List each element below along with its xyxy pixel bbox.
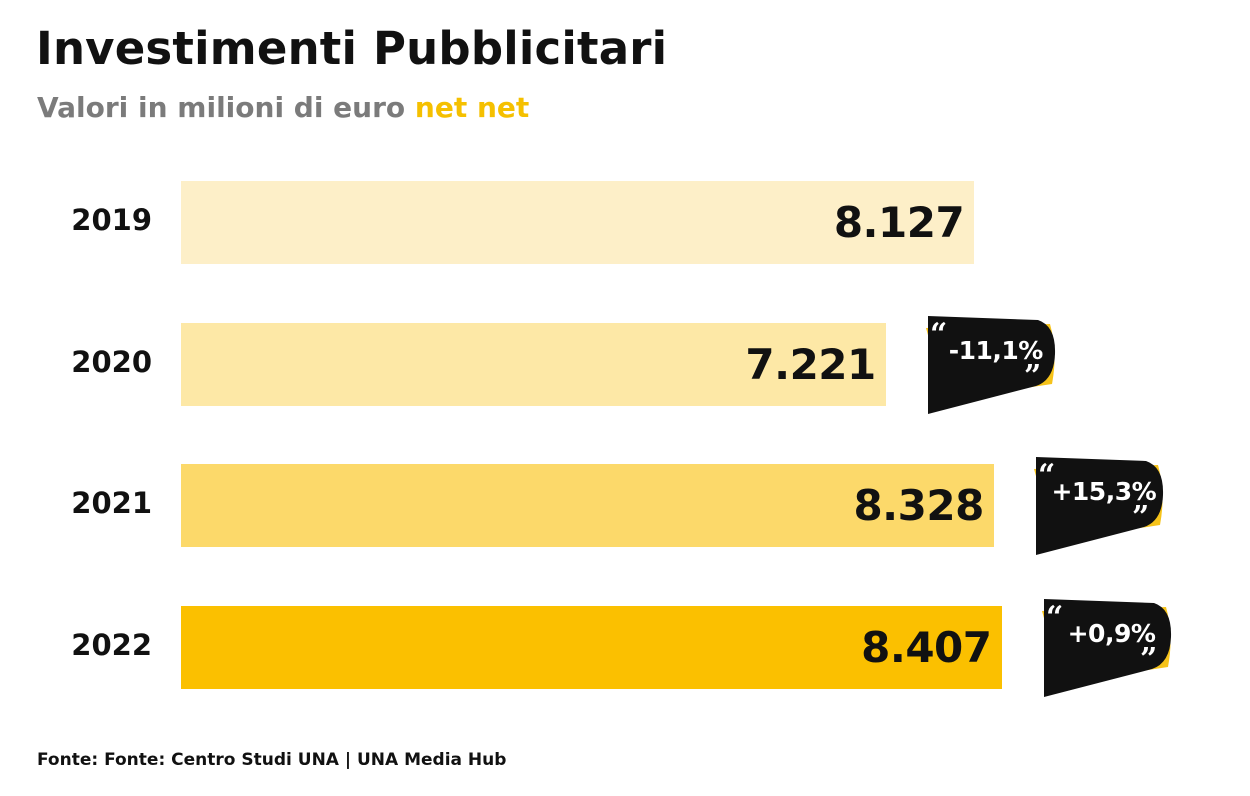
open-quote-icon: “: [1038, 458, 1055, 493]
speech-bubble-icon: “”: [925, 315, 1055, 414]
chart-title: Investimenti Pubblicitari: [36, 22, 668, 75]
close-quote-icon: ”: [1140, 642, 1157, 677]
subtitle-text: Valori in milioni di euro: [37, 91, 415, 124]
year-label-2022: 2022: [71, 627, 152, 662]
year-label-2021: 2021: [71, 486, 152, 520]
value-label-2021: 8.328: [853, 481, 984, 530]
change-label-2020: -11,1%: [948, 335, 1044, 365]
open-quote-icon: “: [1046, 600, 1063, 635]
change-label-2021: +15,3%: [1051, 477, 1157, 506]
bar-2022: [181, 605, 1002, 689]
subtitle-highlight: net net: [414, 91, 530, 124]
year-label-2019: 2019: [71, 203, 152, 237]
change-label-2022: +0,9%: [1067, 618, 1156, 648]
change-badge-2022: “” +0,9%: [1041, 597, 1182, 697]
change-badge-2021: “” +15,3%: [1033, 455, 1174, 555]
speech-bubble-icon: “”: [1033, 457, 1163, 555]
change-badge-2020: “” -11,1%: [925, 314, 1066, 414]
badge-shape: [1043, 598, 1171, 697]
open-quote-icon: “: [930, 317, 947, 352]
chart-subtitle: Valori in milioni di euro net net: [37, 91, 529, 124]
speech-bubble-icon: “”: [1041, 598, 1171, 697]
value-label-2022: 8.407: [861, 622, 992, 672]
badge-shape: [927, 315, 1055, 414]
close-quote-icon: ”: [1132, 500, 1149, 535]
value-label-2019: 8.127: [833, 198, 965, 247]
bar-2019: [181, 181, 975, 264]
bar-2021: [181, 464, 994, 547]
close-quote-icon: ”: [1024, 359, 1041, 394]
value-label-2020: 7.221: [745, 339, 876, 389]
bar-2020: [181, 322, 886, 406]
source-note: Fonte: Fonte: Centro Studi UNA | UNA Med…: [37, 750, 507, 770]
badge-shape: [1035, 457, 1163, 555]
year-label-2020: 2020: [71, 344, 152, 379]
